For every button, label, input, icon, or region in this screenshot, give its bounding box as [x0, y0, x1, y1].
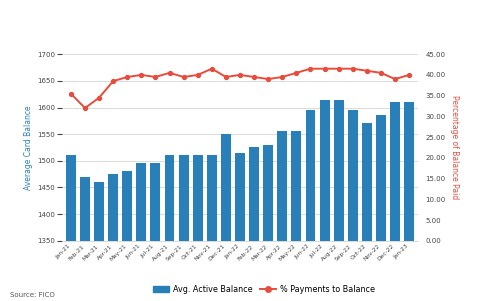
Bar — [235, 153, 245, 301]
Bar — [376, 116, 386, 301]
Bar — [277, 132, 287, 301]
Bar — [179, 156, 189, 301]
Bar — [291, 132, 301, 301]
Text: Source: FICO: Source: FICO — [10, 292, 54, 298]
Bar — [320, 100, 329, 301]
Text: UK Credit Cards: UK Credit Cards — [193, 30, 287, 43]
Bar — [136, 163, 146, 301]
Bar — [362, 123, 372, 301]
Y-axis label: Average Card Balance: Average Card Balance — [24, 105, 33, 190]
Bar — [165, 156, 174, 301]
Legend: Avg. Active Balance, % Payments to Balance: Avg. Active Balance, % Payments to Balan… — [149, 281, 379, 297]
Bar — [94, 182, 104, 301]
Bar — [390, 102, 400, 301]
Bar — [334, 100, 344, 301]
Bar — [306, 110, 315, 301]
Bar — [249, 147, 259, 301]
Bar — [122, 172, 132, 301]
Bar — [348, 110, 358, 301]
Text: Average Balance and % Payments to Balance: Average Balance and % Payments to Balanc… — [106, 8, 374, 20]
Bar — [66, 156, 76, 301]
Bar — [151, 163, 160, 301]
Bar — [193, 156, 203, 301]
Bar — [404, 102, 414, 301]
Bar — [207, 156, 217, 301]
Bar — [263, 145, 273, 301]
Bar — [108, 174, 118, 301]
Bar — [221, 134, 231, 301]
Y-axis label: Percentage of Balance Paid: Percentage of Balance Paid — [450, 95, 459, 200]
Bar — [80, 177, 90, 301]
